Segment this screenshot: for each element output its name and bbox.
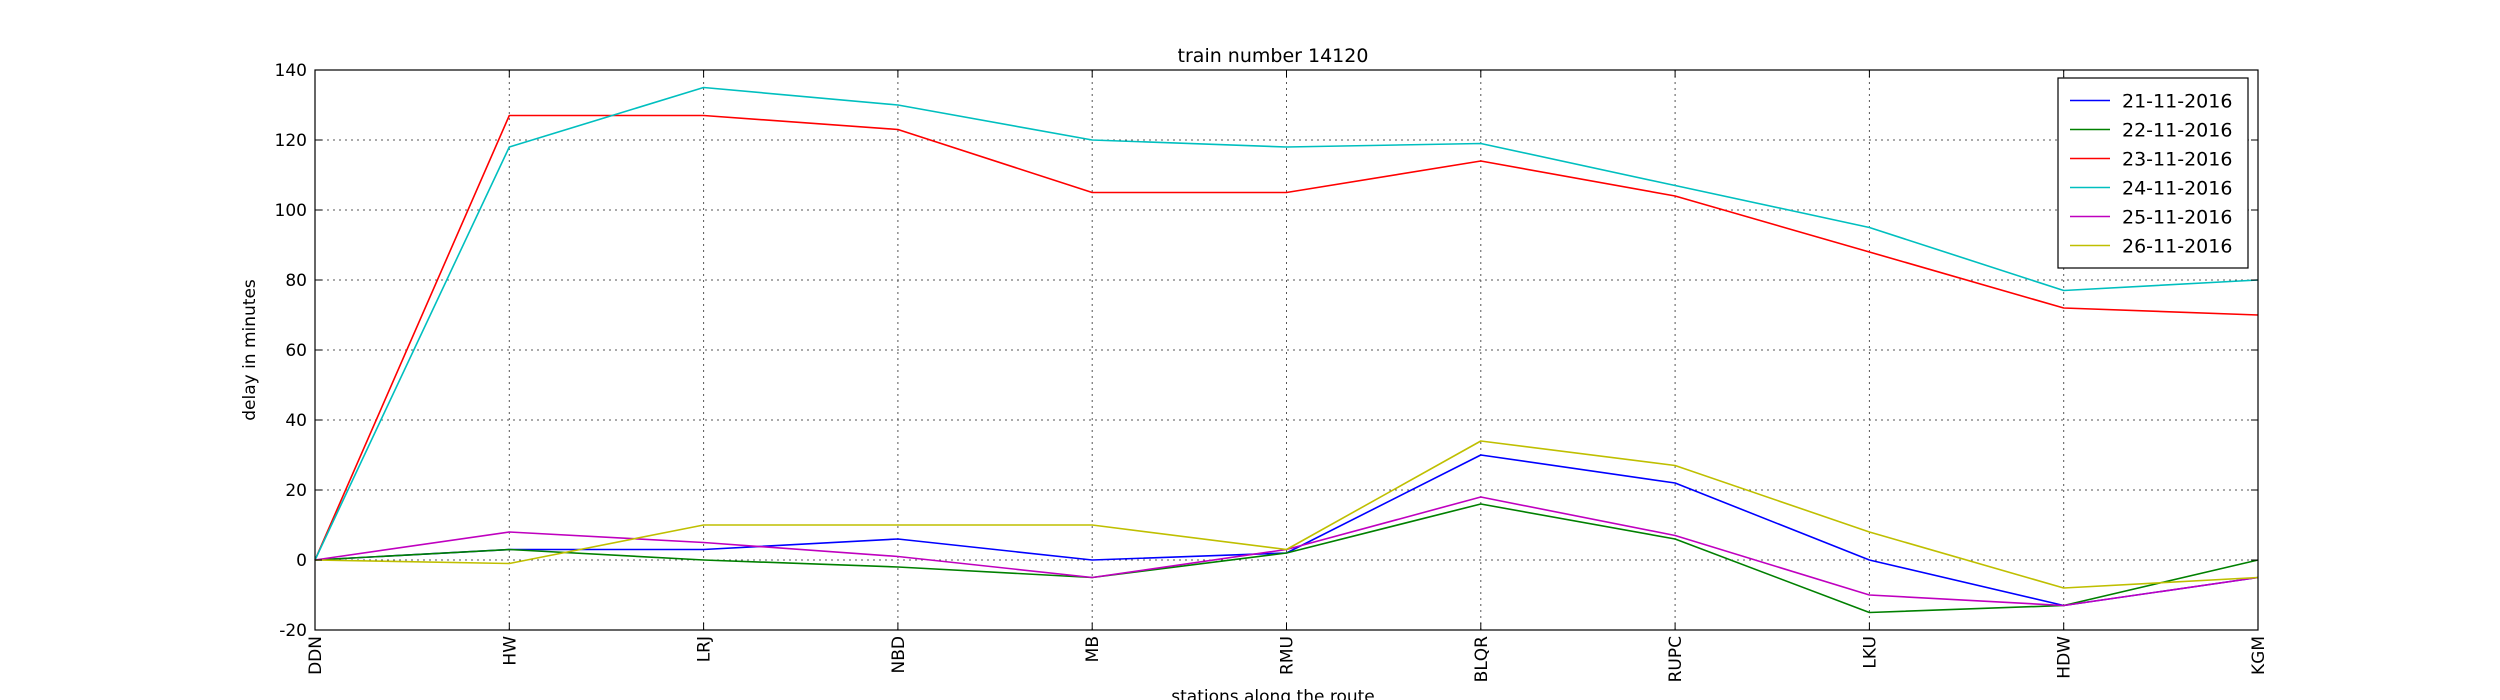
x-tick-label: DDN — [306, 636, 326, 675]
x-tick-label: HDW — [2055, 636, 2075, 679]
x-tick-label: LRJ — [695, 636, 715, 662]
x-tick-label: LKU — [1860, 636, 1880, 669]
y-tick-label: 100 — [275, 201, 307, 221]
x-tick-label: MB — [1083, 636, 1103, 662]
y-tick-label: 40 — [285, 411, 307, 431]
series-line — [314, 86, 2259, 561]
legend-label: 25-11-2016 — [2122, 207, 2232, 229]
x-tick-label: BLQR — [1472, 636, 1492, 683]
y-tick-label: 120 — [275, 131, 307, 151]
legend-label: 22-11-2016 — [2122, 120, 2232, 142]
series-lines — [314, 86, 2259, 614]
y-axis-ticks: -20 0 20 40 60 80 100 120 140 — [275, 61, 2258, 641]
x-axis-label: stations along the route — [1171, 687, 1375, 700]
y-tick-label: 80 — [285, 271, 307, 291]
y-tick-label: 140 — [275, 61, 307, 81]
x-tick-label: RMU — [1278, 636, 1298, 675]
grid-lines — [315, 70, 2258, 630]
y-tick-label: 0 — [296, 551, 307, 571]
x-tick-label: HW — [500, 636, 520, 666]
legend-label: 24-11-2016 — [2122, 178, 2232, 200]
legend-label: 23-11-2016 — [2122, 149, 2232, 171]
series-line — [314, 454, 2259, 607]
legend-label: 21-11-2016 — [2122, 91, 2232, 113]
legend-box — [2057, 77, 2249, 269]
y-tick-label: 60 — [285, 341, 307, 361]
x-axis-ticks: DDN HW LRJ NBD MB RMU BLQR RUPC LKU HDW KGM — [306, 70, 2269, 682]
y-tick-label: 20 — [285, 481, 307, 501]
legend-label: 26-11-2016 — [2122, 236, 2232, 258]
series-line — [314, 503, 2259, 614]
x-tick-label: NBD — [889, 636, 909, 673]
x-tick-label: KGM — [2249, 636, 2269, 675]
chart-title: train number 14120 — [1178, 45, 1369, 67]
series-line — [314, 114, 2259, 561]
x-tick-label: RUPC — [1666, 636, 1686, 682]
y-tick-label: -20 — [279, 621, 307, 641]
legend: 21-11-2016 22-11-2016 23-11-2016 24-11-2016… — [2057, 77, 2249, 269]
y-axis-label: delay in minutes — [240, 279, 260, 421]
series-line — [314, 440, 2259, 589]
